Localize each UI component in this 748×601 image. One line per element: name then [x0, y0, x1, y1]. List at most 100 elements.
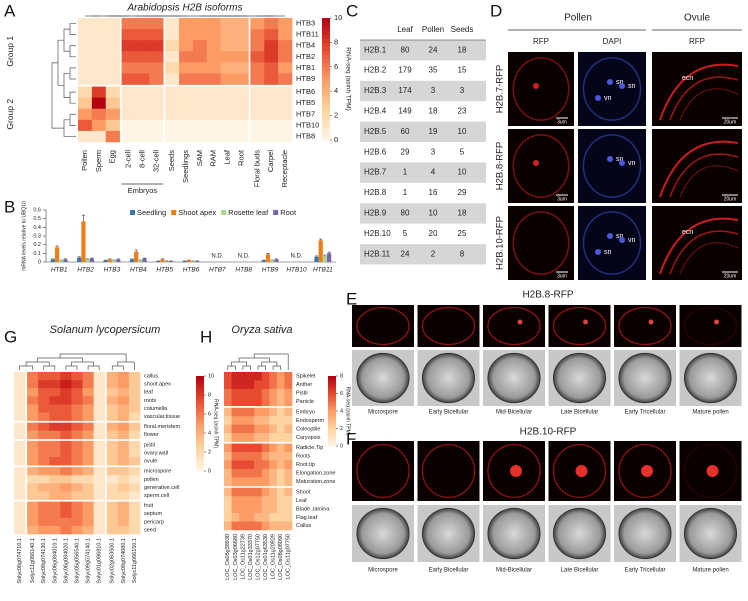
heatmap-cell — [38, 396, 50, 405]
error-bar — [323, 254, 327, 256]
nucleus-signal — [533, 160, 539, 166]
heatmap-cell — [231, 521, 240, 531]
heatmap-cell — [254, 443, 263, 453]
column-label: Solyc02g063500.1 — [110, 538, 116, 584]
heatmap-cell — [121, 97, 136, 110]
heatmap-cell — [71, 372, 83, 381]
heatmap-cell — [91, 62, 107, 74]
heatmap-cell — [149, 73, 164, 85]
table-header: Leaf — [397, 25, 413, 34]
heatmap-cell — [284, 397, 293, 407]
micrograph — [578, 52, 646, 126]
heatmap-cell — [234, 97, 249, 110]
table-cell: 19 — [429, 127, 438, 136]
colorbar-step — [196, 429, 204, 434]
pollen-outline — [356, 443, 410, 499]
column-label: Egg — [108, 150, 117, 163]
heatmap-cell — [269, 452, 278, 461]
colorbar-step — [196, 417, 204, 421]
heatmap-cell — [128, 404, 141, 413]
heatmap-cell — [27, 483, 39, 492]
pollen-grain — [552, 507, 607, 560]
heatmap-cell — [254, 416, 263, 425]
error-bar — [266, 253, 270, 255]
row-label: ovary.wall — [144, 450, 168, 456]
heatmap-cell — [269, 460, 278, 470]
heatmap-cell — [82, 440, 94, 450]
table-cell: 174 — [398, 86, 412, 95]
fluorescence-image — [679, 305, 742, 347]
heatmap-cell — [231, 416, 240, 425]
heatmap-cell — [231, 504, 240, 514]
colorbar-step — [328, 441, 336, 445]
heatmap-cell — [264, 62, 279, 74]
row-label: Leaf — [296, 498, 307, 504]
heatmap-cell — [14, 440, 26, 450]
nucleus-label: sn — [628, 83, 636, 90]
heatmap-cell — [49, 525, 61, 535]
legend-label: Root — [280, 208, 297, 217]
heatmap-cell — [121, 51, 136, 63]
heatmap-cell — [14, 483, 26, 492]
table-cell: 10 — [429, 209, 438, 218]
nucleus-label: sn — [616, 233, 624, 240]
dapi-nucleus — [607, 79, 613, 85]
heatmap-cell — [149, 119, 164, 132]
heatmap-cell — [106, 440, 119, 450]
colorbar-step — [328, 385, 336, 389]
heatmap-cell — [93, 509, 106, 519]
table-cell: 35 — [429, 66, 438, 75]
column-label: LOC_Os01g63530 — [263, 534, 269, 580]
heatmap-cell — [269, 443, 278, 453]
heatmap-cell — [231, 443, 240, 453]
legend-swatch — [171, 210, 177, 215]
heatmap-cell — [231, 433, 240, 442]
heatmap-cell — [14, 501, 26, 510]
heatmap-cell — [82, 509, 94, 519]
heatmap-cell — [165, 119, 180, 132]
heatmap-cell — [14, 467, 26, 476]
heatmap-cell — [60, 430, 72, 440]
table-cell: 20 — [429, 229, 438, 238]
heatmap-cell — [276, 416, 285, 425]
heatmap-cell — [71, 509, 83, 519]
heatmap-cell — [106, 380, 119, 389]
heatmap-cell — [117, 475, 130, 484]
heatmap-cell — [224, 521, 232, 531]
heatmap-cell — [264, 51, 279, 63]
column-label: Solyc06g084010.1 — [52, 538, 58, 584]
colorbar-step — [322, 111, 330, 116]
heatmap-cell — [106, 404, 119, 413]
heatmap-cell — [231, 397, 240, 407]
heatmap-cell — [220, 119, 235, 132]
colorbar-step — [328, 406, 336, 410]
pollen-outline — [683, 443, 738, 499]
heatmap-cell — [27, 440, 39, 450]
heatmap-cell — [27, 491, 39, 500]
colorbar-tick-label: 2 — [208, 449, 211, 455]
heatmap-cell — [60, 380, 72, 389]
heatmap-cell — [78, 97, 93, 110]
colorbar-step — [322, 46, 330, 51]
bar — [156, 261, 161, 262]
heatmap-cell — [254, 407, 263, 417]
heatmap-cell — [254, 504, 263, 514]
row-label: H2B.8-RFP — [495, 142, 506, 191]
heatmap-cell — [276, 452, 285, 461]
heatmap-cell — [250, 97, 265, 110]
heatmap-cell — [261, 496, 270, 505]
heatmap-cell — [106, 388, 119, 397]
table-cell: 179 — [398, 66, 412, 75]
heatmap-cell — [106, 412, 119, 421]
ovule-signal — [679, 165, 739, 198]
annotation: N.D. — [290, 254, 302, 260]
heatmap-cell — [135, 119, 150, 132]
pollen-grain — [421, 352, 476, 404]
channel-header: RFP — [689, 37, 705, 46]
heatmap-cell — [206, 40, 221, 52]
table-row-bg — [360, 162, 486, 183]
heatmap-cell — [246, 397, 255, 407]
heatmap-cell — [93, 430, 106, 440]
ovule-signal — [679, 242, 739, 275]
heatmap-cell — [71, 483, 83, 492]
